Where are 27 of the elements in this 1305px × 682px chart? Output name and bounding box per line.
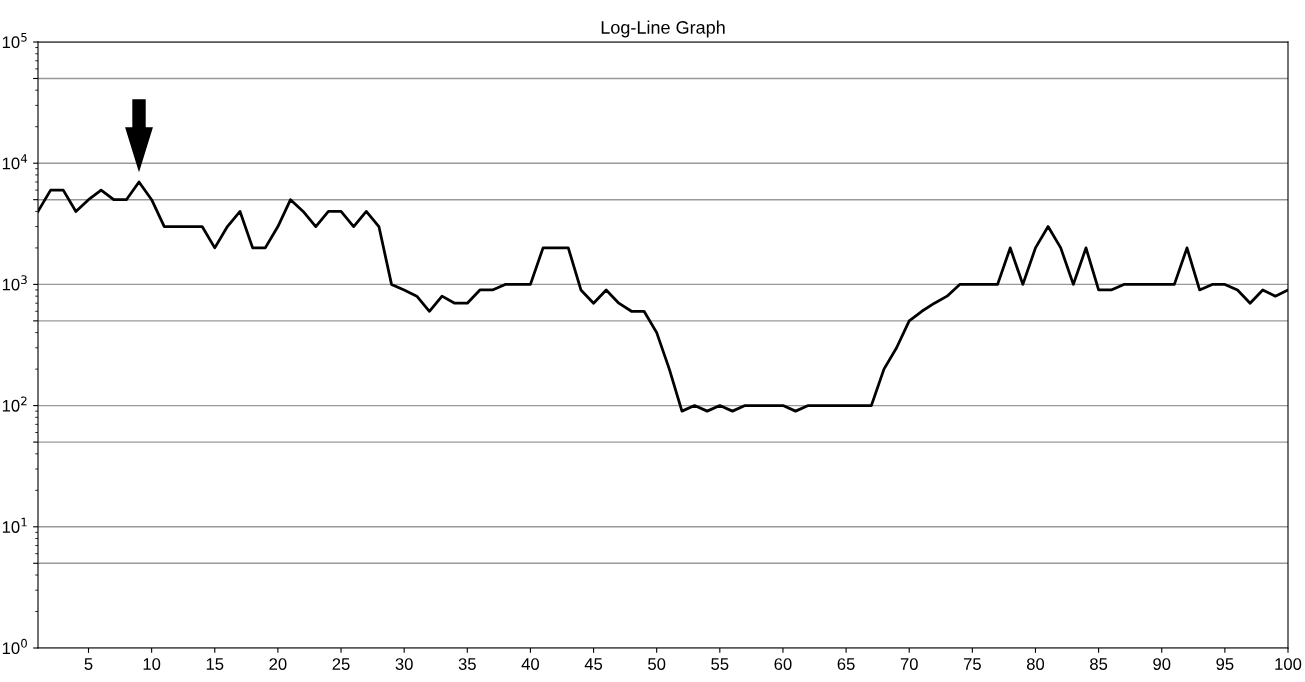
x-tick-label: 35 [458,658,476,670]
x-tick-label: 5 [84,658,93,670]
x-tick-label: 55 [711,658,729,670]
x-tick-label: 90 [1153,658,1171,670]
y-tick-label: 10$^{2}$ [2,396,27,412]
chart-title: Log-Line Graph [601,20,725,38]
x-tick-label: 80 [1026,658,1045,670]
y-tick-label: 10$^{0}$ [2,638,27,655]
y-tick-label: 10$^{1}$ [2,517,27,533]
x-tick-label: 70 [900,658,918,670]
x-tick-label: 65 [837,658,855,670]
x-tick-label: 10 [143,658,161,670]
x-tick-label: 40 [521,658,540,670]
y-tick-label: 10$^{3}$ [2,275,27,291]
x-tick-label: 25 [332,658,350,670]
x-tick-label: 45 [584,658,603,670]
x-tick-label: 85 [1090,658,1108,670]
x-tick-label: 100 [1275,658,1302,670]
y-tick-label: 10$^{5}$ [2,33,27,49]
x-tick-label: 15 [206,658,224,670]
x-tick-label: 20 [269,658,287,670]
x-tick-label: 60 [774,658,792,670]
y-tick-label: 10$^{4}$ [2,154,28,170]
x-tick-label: 50 [648,658,666,670]
x-tick-label: 75 [963,658,981,670]
x-tick-label: 30 [395,658,413,670]
x-tick-label: 95 [1216,658,1234,670]
